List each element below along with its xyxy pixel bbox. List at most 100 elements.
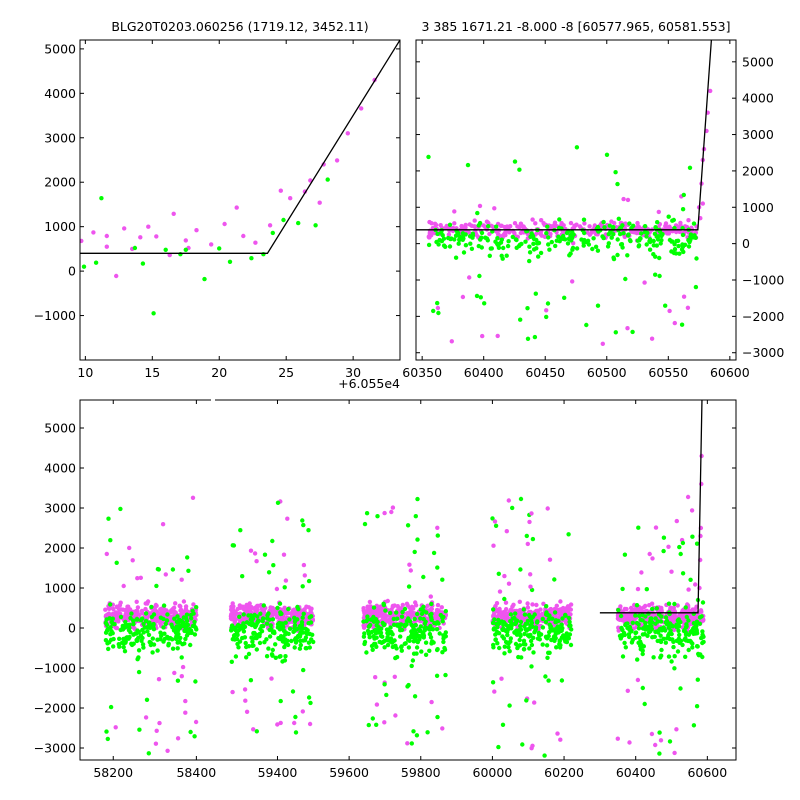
- magenta-data-point: [374, 702, 380, 707]
- green-data-point: [325, 177, 330, 182]
- green-data-point: [128, 630, 133, 635]
- magenta-data-point: [708, 88, 713, 94]
- green-data-point: [557, 638, 562, 643]
- green-data-point: [463, 232, 468, 237]
- green-data-point: [182, 628, 187, 634]
- green-data-point: [582, 237, 587, 243]
- zoom-xtick-label: 25: [278, 365, 294, 380]
- green-data-point: [184, 616, 189, 621]
- magenta-data-point: [621, 196, 626, 202]
- green-data-point: [429, 601, 434, 607]
- magenta-data-point: [183, 238, 188, 243]
- magenta-data-point: [435, 305, 441, 311]
- green-data-point: [399, 614, 405, 619]
- magenta-data-point: [550, 224, 555, 229]
- green-data-point: [99, 196, 104, 201]
- green-data-point: [230, 543, 235, 548]
- magenta-data-point: [525, 601, 530, 606]
- green-data-point: [161, 616, 166, 622]
- green-data-point: [394, 654, 400, 660]
- green-data-point: [171, 628, 177, 633]
- green-data-point: [620, 654, 626, 659]
- magenta-data-point: [653, 525, 659, 530]
- full-ytick-label: 5000: [44, 421, 76, 436]
- green-data-point: [606, 231, 611, 237]
- green-data-point: [131, 618, 136, 623]
- green-data-point: [378, 633, 384, 639]
- green-data-point: [521, 607, 526, 612]
- green-data-point: [282, 585, 287, 590]
- green-data-point: [382, 645, 387, 650]
- green-data-point: [559, 625, 565, 631]
- magenta-data-point: [173, 601, 178, 606]
- full-ytick-label: 1000: [44, 581, 76, 596]
- zoom-ytick-label: 5000: [44, 41, 76, 56]
- green-data-point: [540, 642, 545, 647]
- magenta-data-point: [171, 211, 176, 216]
- green-data-point: [114, 560, 119, 565]
- green-data-point: [402, 641, 407, 646]
- green-data-point: [649, 627, 655, 632]
- green-data-point: [257, 640, 263, 646]
- zoom-ytick-label: 4000: [44, 86, 76, 101]
- green-data-point: [613, 170, 618, 175]
- green-data-point: [128, 615, 133, 621]
- green-data-point: [478, 237, 483, 242]
- season-ytick-label: 2000: [742, 163, 774, 178]
- magenta-data-point: [672, 750, 677, 756]
- magenta-data-point: [175, 736, 181, 741]
- green-data-point: [527, 244, 532, 249]
- green-data-point: [661, 535, 667, 540]
- green-data-point: [546, 242, 551, 247]
- green-data-point: [546, 650, 551, 655]
- season-frame: [415, 39, 737, 361]
- green-data-point: [688, 639, 694, 645]
- green-data-point: [258, 611, 263, 616]
- green-data-point: [414, 645, 420, 650]
- full-points: [103, 400, 706, 758]
- green-data-point: [240, 574, 245, 579]
- magenta-data-point: [243, 607, 248, 612]
- green-data-point: [415, 496, 420, 502]
- magenta-data-point: [600, 341, 605, 346]
- green-data-point: [529, 642, 535, 648]
- green-data-point: [490, 620, 496, 626]
- green-data-point: [434, 239, 439, 245]
- green-data-point: [527, 612, 532, 618]
- magenta-data-point: [495, 228, 500, 233]
- season-ytick-label: −1000: [742, 273, 784, 288]
- green-data-point: [686, 632, 692, 637]
- season-points: [416, 40, 713, 346]
- full-xtick-label: 59800: [401, 765, 441, 780]
- magenta-data-point: [649, 601, 655, 606]
- green-data-point: [421, 616, 426, 622]
- magenta-data-point: [447, 228, 452, 233]
- season-xtick-label: 60350: [402, 365, 442, 380]
- magenta-data-point: [104, 244, 110, 249]
- green-data-point: [636, 525, 641, 530]
- green-data-point: [672, 601, 677, 607]
- magenta-data-point: [452, 209, 457, 214]
- magenta-data-point: [681, 294, 687, 299]
- magenta-data-point: [269, 676, 274, 681]
- magenta-data-point: [656, 209, 661, 215]
- magenta-data-point: [103, 613, 109, 618]
- magenta-data-point: [293, 611, 298, 616]
- magenta-data-point: [507, 230, 512, 235]
- green-data-point: [630, 329, 635, 335]
- green-data-point: [267, 634, 273, 639]
- green-data-point: [229, 659, 234, 664]
- green-data-point: [694, 256, 699, 261]
- green-data-point: [656, 234, 661, 239]
- green-data-point: [278, 610, 283, 615]
- magenta-data-point: [685, 494, 691, 500]
- green-data-point: [399, 644, 404, 650]
- green-data-point: [677, 544, 682, 550]
- green-data-point: [638, 236, 643, 241]
- magenta-data-point: [547, 557, 553, 562]
- green-data-point: [129, 611, 134, 616]
- green-data-point: [370, 647, 375, 652]
- green-data-point: [528, 234, 533, 239]
- green-data-point: [676, 620, 682, 626]
- green-data-point: [404, 622, 409, 627]
